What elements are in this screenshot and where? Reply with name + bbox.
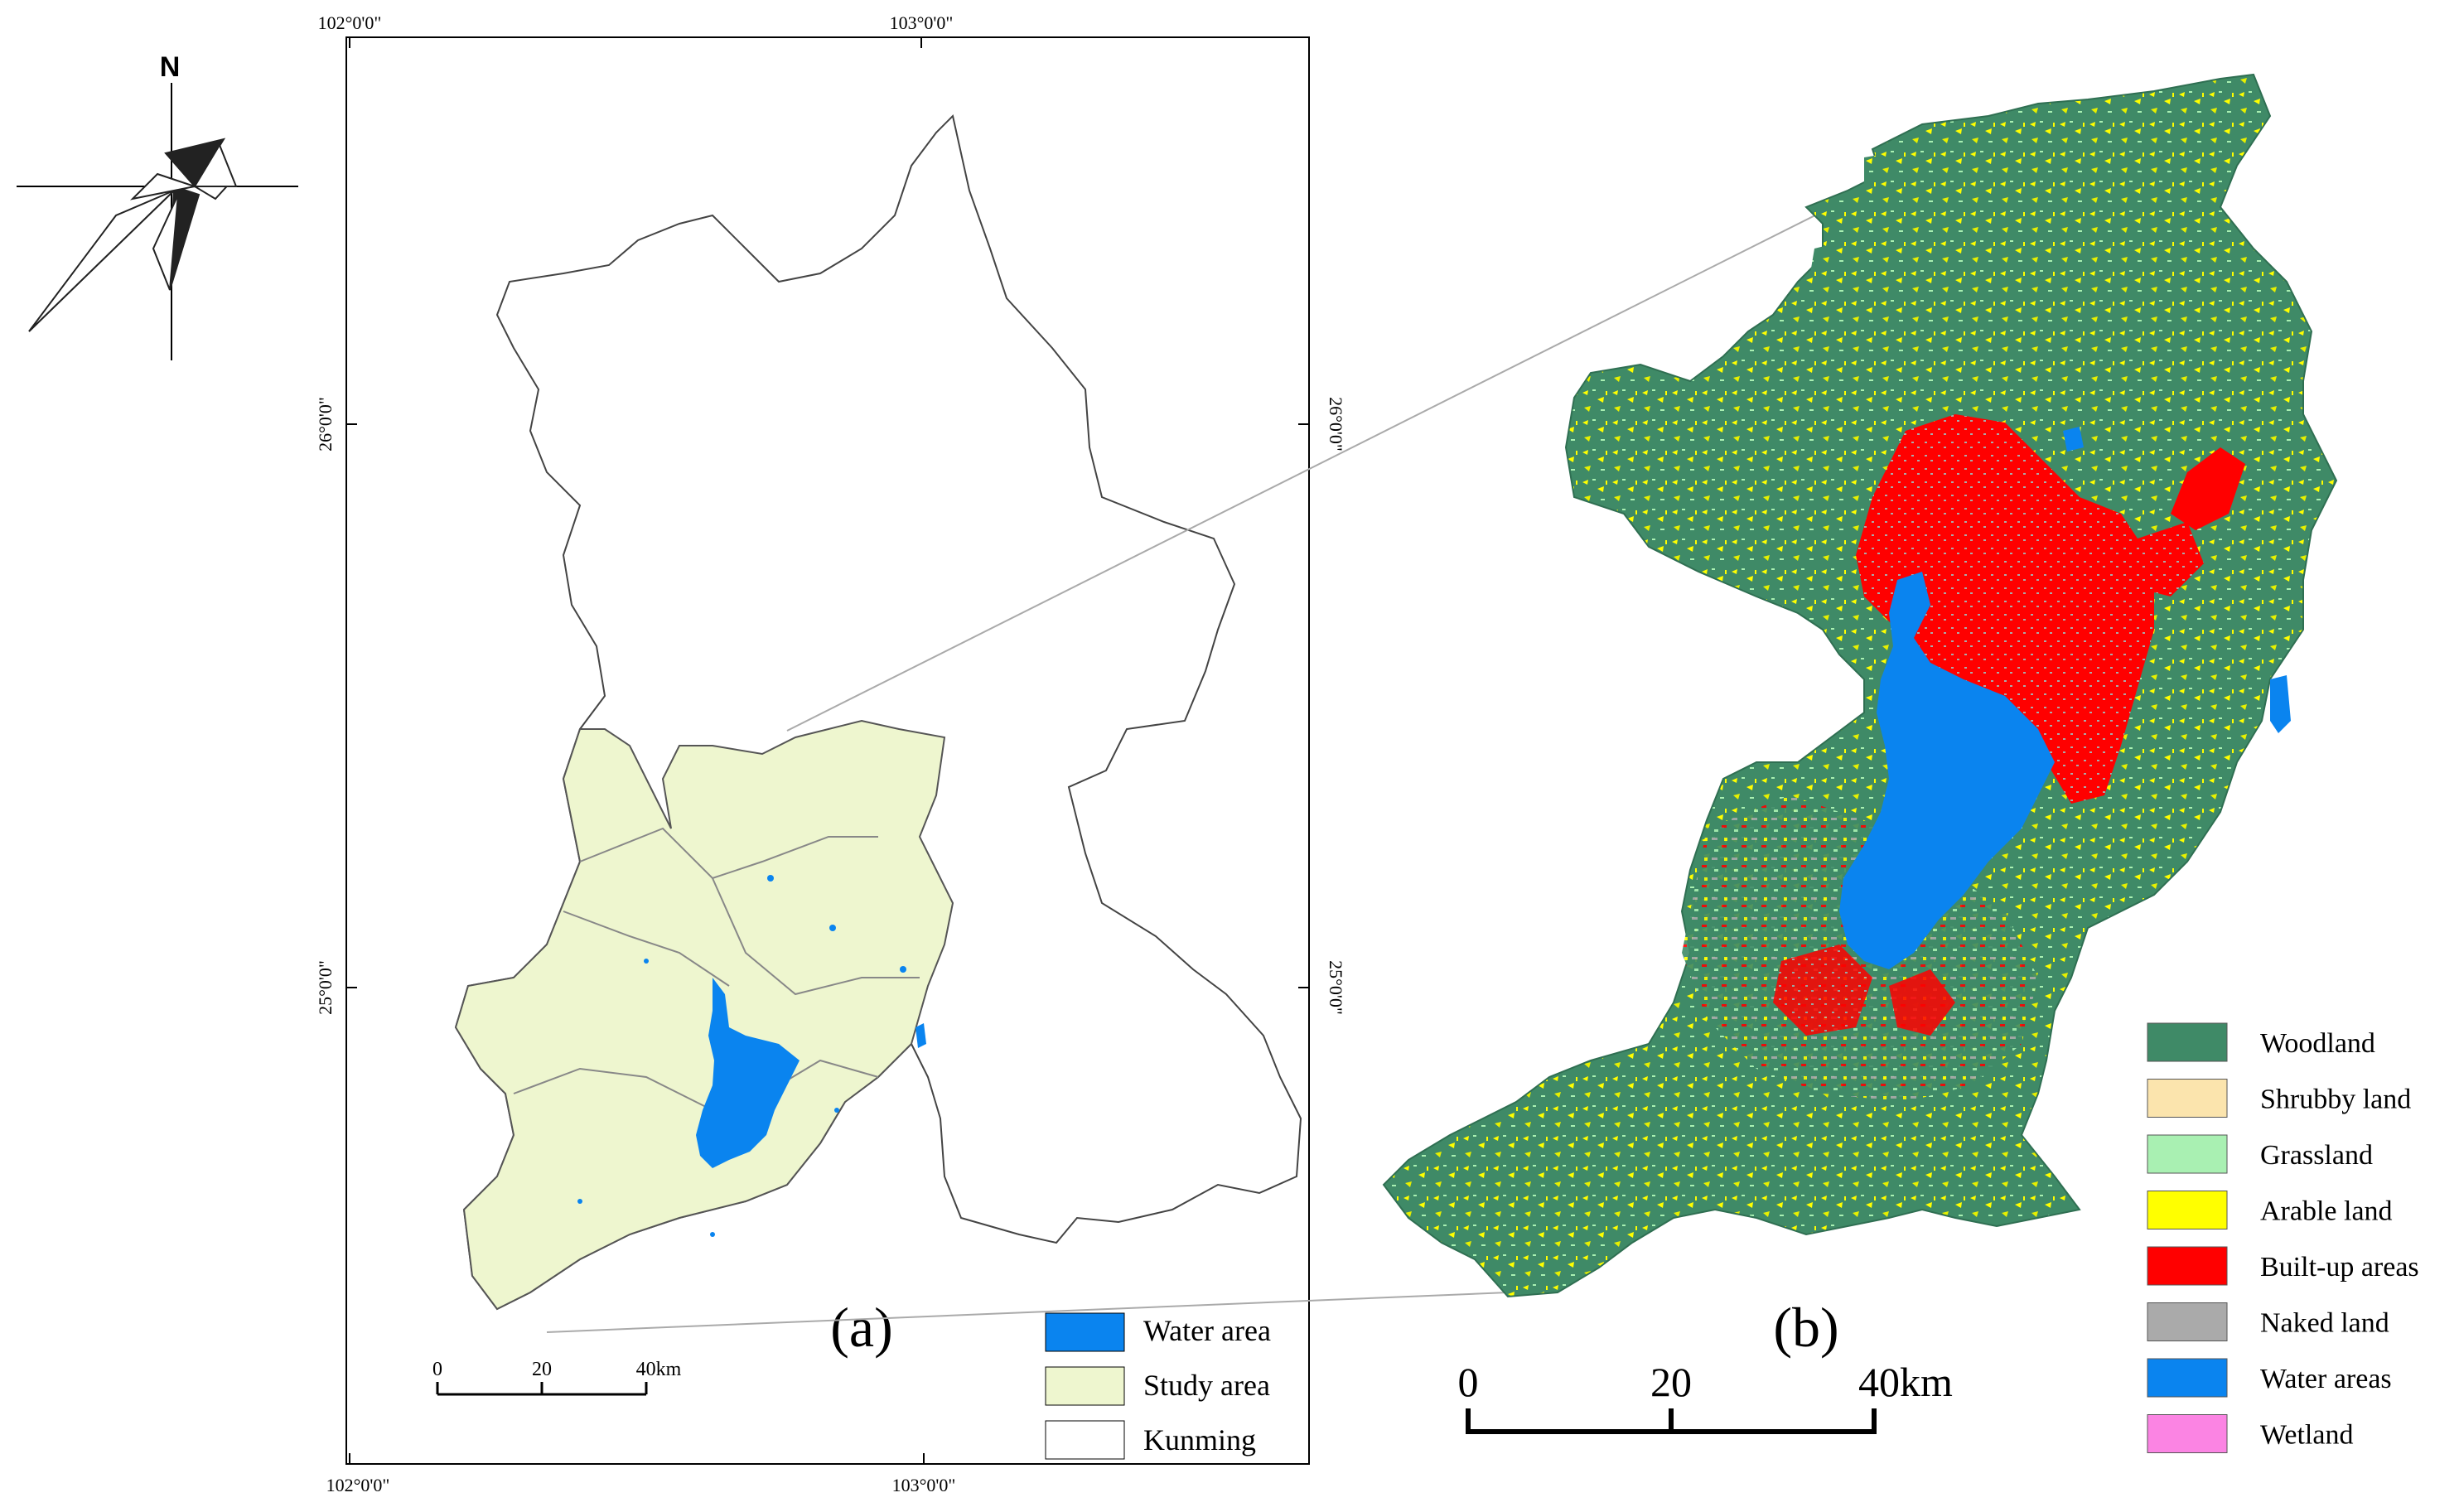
built-up-core (1856, 414, 2154, 804)
lon-label-bottom-102: 102°0'0" (326, 1475, 390, 1495)
legend-b-label-water-areas: Water areas (2260, 1364, 2392, 1394)
connector-line-bottom (546, 1292, 1509, 1333)
legend-b-swatch-grassland (2147, 1134, 2228, 1174)
scale-b-label-20: 20 (1650, 1359, 1692, 1405)
lon-label-top-103: 103°0'0" (890, 12, 954, 33)
scale-bar-b: 0 20 40km (1458, 1359, 1953, 1434)
legend-a-item-kunming: Kunming (1045, 1420, 1256, 1460)
map-b: (b) 0 20 40km Woodland Shrubby land Grassl… (1382, 73, 2419, 1453)
legend-b-item-woodland: Woodland (2147, 1022, 2375, 1062)
study-area-polygon (454, 719, 954, 1311)
north-label: N (160, 51, 181, 83)
legend-a-label-water: Water area (1143, 1314, 1271, 1347)
legend-a-item-water: Water area (1045, 1312, 1271, 1352)
legend-b-item-water-areas: Water areas (2147, 1358, 2392, 1398)
legend-b-swatch-wetland (2147, 1414, 2228, 1453)
legend-b-label-woodland: Woodland (2260, 1028, 2375, 1059)
legend-b-swatch-woodland (2147, 1022, 2228, 1062)
scale-a-label-40km: 40km (636, 1359, 682, 1380)
legend-b-item-naked-land: Naked land (2147, 1302, 2389, 1341)
legend-b-label-arable-land: Arable land (2260, 1196, 2393, 1227)
north-arrow-icon: N (17, 51, 298, 360)
legend-b-item-built-up-areas: Built-up areas (2147, 1246, 2419, 1286)
lat-label-left-25: 25°0'0" (315, 960, 336, 1015)
legend-b-label-built-up-areas: Built-up areas (2260, 1252, 2419, 1283)
panel-label-a: (a) (830, 1296, 892, 1359)
legend-a-item-study: Study area (1045, 1366, 1270, 1406)
map-a: 102°0'0" 103°0'0" 102°0'0" 103°0'0" 26°0… (315, 12, 1346, 1495)
lat-label-right-25: 25°0'0" (1326, 960, 1346, 1015)
land-use-islet-2 (1864, 149, 1922, 207)
legend-b-label-naked-land: Naked land (2260, 1308, 2389, 1339)
water-body-lake (696, 978, 800, 1168)
legend-b-swatch-naked-land (2147, 1302, 2228, 1341)
land-use-region (1382, 73, 2338, 1298)
land-use-islet (1806, 240, 1864, 315)
legend-b-label-shrubby-land: Shrubby land (2260, 1084, 2411, 1115)
scale-a-label-20: 20 (532, 1359, 552, 1380)
legend-a: Water area Study area Kunming (1045, 1312, 1271, 1460)
legend-b-label-wetland: Wetland (2260, 1420, 2353, 1451)
water-area-lake (1839, 572, 2055, 969)
lon-label-top-102: 102°0'0" (318, 12, 382, 33)
legend-a-label-study: Study area (1143, 1369, 1270, 1402)
legend-b-item-wetland: Wetland (2147, 1414, 2353, 1453)
legend-b-swatch-shrubby-land (2147, 1079, 2228, 1118)
legend-b-swatch-arable-land (2147, 1191, 2228, 1229)
lat-label-left-26: 26°0'0" (315, 397, 336, 452)
legend-b-item-grassland: Grassland (2147, 1134, 2373, 1174)
legend-b-swatch-built-up-areas (2147, 1246, 2228, 1286)
legend-b-label-grassland: Grassland (2260, 1140, 2373, 1171)
panel-label-b: (b) (1773, 1296, 1838, 1359)
legend-b: Woodland Shrubby land Grassland Arable land… (2147, 1022, 2419, 1453)
scale-b-label-40km: 40km (1858, 1359, 1953, 1405)
legend-b-swatch-water-areas (2147, 1358, 2228, 1398)
legend-b-item-shrubby-land: Shrubby land (2147, 1079, 2411, 1118)
legend-b-item-arable-land: Arable land (2147, 1191, 2393, 1229)
scale-b-label-0: 0 (1458, 1359, 1479, 1405)
scale-a-label-0: 0 (432, 1359, 442, 1380)
scale-bar-a: 0 20 40km (432, 1359, 682, 1396)
lat-label-right-26: 26°0'0" (1326, 397, 1346, 452)
lon-label-bottom-103: 103°0'0" (892, 1475, 956, 1495)
legend-a-label-kunming: Kunming (1143, 1423, 1256, 1456)
